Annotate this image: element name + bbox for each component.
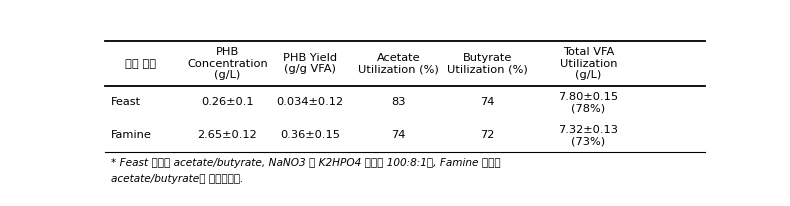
Text: 7.32±0.13
(73%): 7.32±0.13 (73%) <box>559 125 619 146</box>
Text: Total VFA
Utilization
(g/L): Total VFA Utilization (g/L) <box>560 47 617 80</box>
Text: 72: 72 <box>480 130 495 140</box>
Text: PHB
Concentration
(g/L): PHB Concentration (g/L) <box>187 47 268 80</box>
Text: Acetate
Utilization (%): Acetate Utilization (%) <box>359 53 439 74</box>
Text: 0.26±0.1: 0.26±0.1 <box>201 97 254 108</box>
Text: PHB Yield
(g/g VFA): PHB Yield (g/g VFA) <box>283 53 337 74</box>
Text: * Feast 조건은 acetate/butyrate, NaNO3 및 K2HPO4 비율을 100:8:1로, Famine 조건은: * Feast 조건은 acetate/butyrate, NaNO3 및 K2… <box>111 158 501 168</box>
Text: 83: 83 <box>392 97 406 108</box>
Text: Famine: Famine <box>111 130 152 140</box>
Text: 2.65±0.12: 2.65±0.12 <box>198 130 258 140</box>
Text: acetate/butyrate만 이용되었음.: acetate/butyrate만 이용되었음. <box>111 174 243 184</box>
Text: 74: 74 <box>480 97 495 108</box>
Text: 74: 74 <box>392 130 406 140</box>
Text: Feast: Feast <box>111 97 141 108</box>
Text: 7.80±0.15
(78%): 7.80±0.15 (78%) <box>559 92 619 113</box>
Text: Butyrate
Utilization (%): Butyrate Utilization (%) <box>447 53 528 74</box>
Text: 순응 조건: 순응 조건 <box>125 59 156 69</box>
Text: 0.034±0.12: 0.034±0.12 <box>276 97 344 108</box>
Text: 0.36±0.15: 0.36±0.15 <box>280 130 340 140</box>
